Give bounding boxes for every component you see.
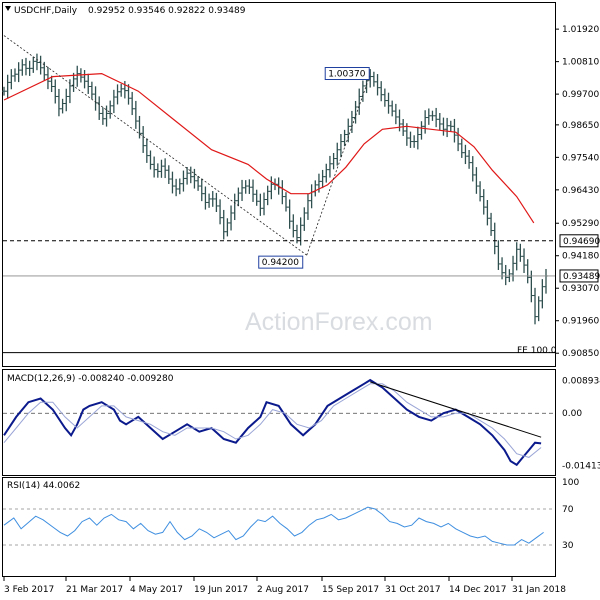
macd-y-tick-label: 0.008934 <box>562 376 600 386</box>
x-tick-label: 15 Sep 2017 <box>322 585 379 595</box>
x-tick-label: 21 Mar 2017 <box>66 585 123 595</box>
watermark: ActionForex.com <box>245 308 433 336</box>
moving-average-line <box>3 72 535 224</box>
x-tick-label: 19 Jun 2017 <box>194 585 248 595</box>
price-y-tick-label: 0.95290 <box>562 219 599 229</box>
annotation-box <box>324 67 370 81</box>
x-axis: 3 Feb 2017 21 Mar 2017 4 May 2017 19 Jun 20… <box>3 577 566 595</box>
projection-line <box>306 74 371 256</box>
price-y-tick-label: 0.90850 <box>562 349 599 359</box>
price-y-tick-label: 0.93070 <box>562 284 599 294</box>
rsi-y-tick-label: 70 <box>562 505 574 515</box>
header-marker-icon <box>5 6 11 11</box>
x-tick-label: 2 Aug 2017 <box>257 585 309 595</box>
price-y-tick-label: 0.94180 <box>562 252 599 262</box>
level-tag <box>559 269 599 283</box>
macd-layer: 0.008934 0.00 -0.014136 <box>3 376 600 471</box>
rsi-y-tick-label: 30 <box>562 541 574 551</box>
macd-line <box>3 378 542 467</box>
price-layer: 1.01920 1.00810 0.99700 0.98650 0.97540 0.964… <box>2 25 600 359</box>
x-tick-label: 4 May 2017 <box>130 585 183 595</box>
signal-line <box>3 383 542 458</box>
rsi-y-tick-label: 100 <box>562 478 579 488</box>
level-tag-label: 0.93489 <box>563 272 600 282</box>
price-y-tick-label: 0.91960 <box>562 317 599 327</box>
x-tick-label: 31 Oct 2017 <box>385 585 441 595</box>
annotation-label: 1.00370 <box>328 70 365 80</box>
price-y-tick-label: 0.98650 <box>562 121 599 131</box>
projection-line <box>3 35 307 256</box>
x-tick-label: 3 Feb 2017 <box>4 585 54 595</box>
rsi-layer: 100 70 30 <box>3 478 579 551</box>
x-tick-label: 31 Jan 2018 <box>512 585 566 595</box>
price-y-tick-label: 1.00810 <box>562 58 599 68</box>
level-tag-label: 0.94690 <box>563 237 600 247</box>
rsi-panel-frame <box>2 477 556 577</box>
annotation-label: 0.94200 <box>262 258 299 268</box>
annotation-box <box>258 255 304 269</box>
macd-panel-frame <box>2 369 556 476</box>
price-panel-frame <box>2 2 556 367</box>
macd-trendline <box>370 381 542 438</box>
level-tag <box>559 234 599 248</box>
price-y-tick-label: 1.01920 <box>562 25 599 35</box>
macd-y-tick-label: -0.014136 <box>562 461 600 471</box>
rsi-title: RSI(14) 44.0062 <box>7 481 80 491</box>
price-y-tick-label: 0.96430 <box>562 186 599 196</box>
x-tick-label: 14 Dec 2017 <box>449 585 507 595</box>
macd-title: MACD(12,26,9) -0.008240 -0.009280 <box>7 374 174 384</box>
rsi-line <box>3 506 544 546</box>
price-y-tick-label: 0.97540 <box>562 153 599 163</box>
macd-y-tick-label: 0.00 <box>562 409 582 419</box>
fe-label: FE 100.0 <box>517 346 557 356</box>
price-header-ohlc: 0.92952 0.93546 0.92822 0.93489 <box>88 6 246 16</box>
price-y-tick-label: 0.99700 <box>562 90 599 100</box>
price-header-symbol: USDCHF,Daily <box>14 6 78 16</box>
